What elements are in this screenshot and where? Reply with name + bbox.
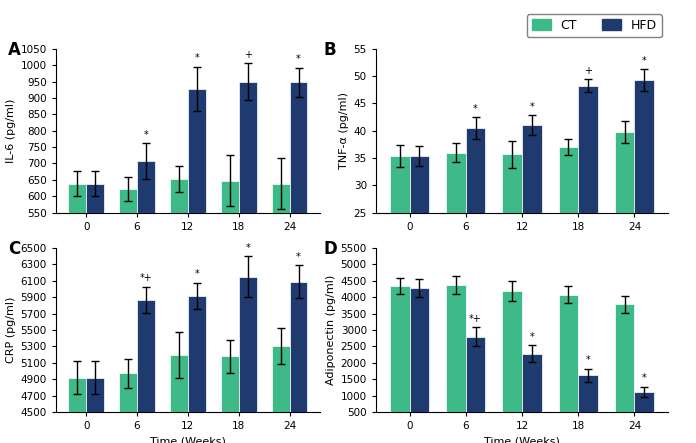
Text: *: *: [642, 373, 647, 384]
Legend: CT, HFD: CT, HFD: [527, 14, 662, 37]
Bar: [188, 89, 206, 393]
Text: *: *: [296, 252, 301, 262]
Text: *: *: [473, 104, 478, 114]
Bar: [503, 291, 522, 428]
Bar: [290, 282, 308, 443]
Bar: [272, 184, 290, 393]
Text: *+: *+: [469, 314, 482, 324]
Text: C: C: [8, 240, 20, 258]
Text: *+: *+: [140, 273, 152, 284]
Text: +: +: [244, 50, 252, 60]
Bar: [137, 300, 155, 443]
Bar: [390, 156, 409, 349]
Bar: [409, 156, 429, 349]
Bar: [68, 184, 86, 393]
X-axis label: Time (Weeks): Time (Weeks): [484, 436, 560, 443]
Text: *: *: [245, 243, 250, 253]
Bar: [522, 125, 541, 349]
Text: *: *: [143, 130, 148, 140]
Bar: [86, 184, 104, 393]
Y-axis label: Adiponectin (pg/ml): Adiponectin (pg/ml): [326, 275, 336, 385]
Bar: [239, 82, 257, 393]
Text: *: *: [194, 269, 199, 279]
Bar: [558, 147, 578, 349]
Text: *: *: [296, 54, 301, 65]
Bar: [221, 180, 239, 393]
Bar: [446, 285, 466, 428]
Bar: [272, 346, 290, 443]
Bar: [170, 355, 188, 443]
Text: *: *: [585, 355, 590, 365]
Bar: [119, 373, 137, 443]
Bar: [290, 82, 308, 393]
Bar: [522, 354, 541, 428]
Bar: [615, 132, 635, 349]
Bar: [409, 288, 429, 428]
X-axis label: Time (Weeks): Time (Weeks): [150, 436, 226, 443]
Bar: [68, 377, 86, 443]
Bar: [466, 128, 486, 349]
Bar: [390, 286, 409, 428]
Y-axis label: IL-6 (pg/ml): IL-6 (pg/ml): [6, 98, 16, 163]
Text: B: B: [323, 41, 336, 58]
Bar: [239, 277, 257, 443]
Bar: [170, 179, 188, 393]
Bar: [558, 295, 578, 428]
Bar: [221, 356, 239, 443]
Bar: [635, 392, 654, 428]
Bar: [615, 304, 635, 428]
Bar: [188, 295, 206, 443]
Text: *: *: [642, 56, 647, 66]
Text: *: *: [530, 102, 535, 112]
Bar: [578, 86, 598, 349]
Bar: [635, 80, 654, 349]
Text: D: D: [323, 240, 337, 258]
Bar: [137, 161, 155, 393]
Text: *: *: [530, 332, 535, 342]
Bar: [466, 337, 486, 428]
Text: *: *: [194, 54, 199, 63]
Bar: [503, 154, 522, 349]
Text: A: A: [8, 41, 21, 58]
Y-axis label: CRP (pg/ml): CRP (pg/ml): [6, 297, 16, 363]
Bar: [119, 189, 137, 393]
Bar: [578, 375, 598, 428]
Bar: [86, 377, 104, 443]
Y-axis label: TNF-α (pg/ml): TNF-α (pg/ml): [340, 92, 349, 169]
Text: +: +: [584, 66, 592, 76]
Bar: [446, 152, 466, 349]
